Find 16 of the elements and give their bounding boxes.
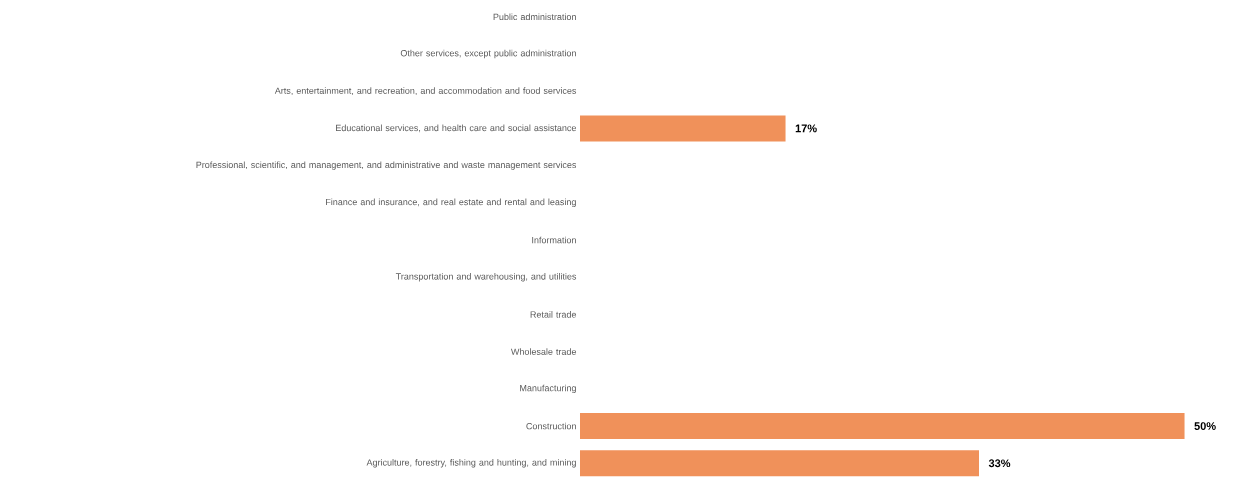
y-tick-label: Retail trade — [530, 311, 577, 318]
y-tick-label: Professional, scientific, and management, and administrative and waste management services — [196, 161, 577, 170]
y-tick-label: Information — [532, 236, 576, 244]
y-tick-label: Public administration — [493, 13, 576, 21]
y-tick-label: Construction — [526, 422, 576, 430]
y-tick-label: Educational services, and health care and social assistance — [336, 124, 577, 133]
y-tick-label: Other services, except public administration — [400, 49, 576, 59]
y-tick-label: Finance and insurance, and real estate and rental and leasing — [326, 198, 576, 207]
data-label: 33% — [988, 459, 1011, 468]
y-tick-label: Agriculture, forestry, fishing and hunting, and mining — [366, 459, 576, 468]
data-label: 50% — [1194, 422, 1216, 430]
y-tick-label: Wholesale trade — [510, 348, 577, 355]
data-label: 17% — [795, 124, 817, 133]
y-tick-label: Arts, entertainment, and recreation, and accommodation and food services — [274, 87, 577, 95]
y-tick-label: Transportation and warehousing, and utilities — [395, 273, 577, 282]
y-tick-label: Manufacturing — [520, 384, 576, 394]
